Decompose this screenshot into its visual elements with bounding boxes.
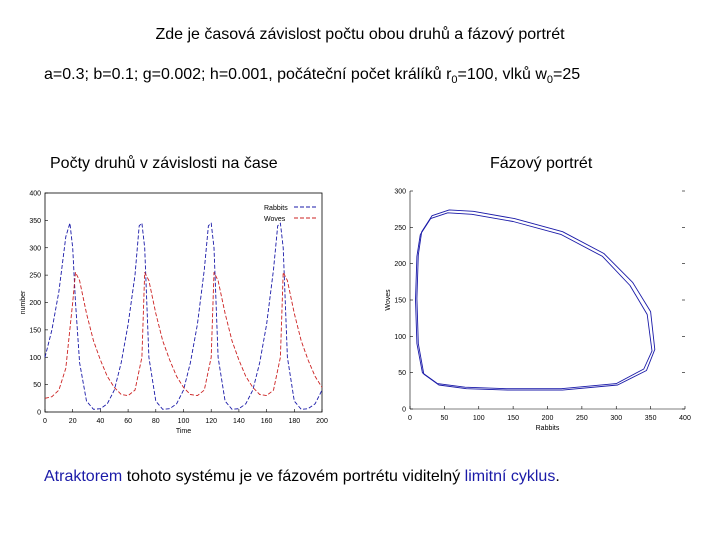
y-tick-label: 250 xyxy=(394,225,406,232)
w-subscript: 0 xyxy=(546,74,554,87)
y-tick-label: 0 xyxy=(402,407,406,414)
x-tick-label: 0 xyxy=(43,418,47,425)
x-tick-label: 200 xyxy=(316,418,328,425)
limit-cycle-word: limitní cyklus xyxy=(464,468,556,485)
y-tick-label: 400 xyxy=(29,191,41,198)
x-tick-label: 50 xyxy=(440,415,448,422)
x-tick-label: 180 xyxy=(288,418,300,425)
x-tick-label: 60 xyxy=(124,418,132,425)
x-tick-label: 200 xyxy=(542,415,554,422)
x-tick-label: 300 xyxy=(610,415,622,422)
x-tick-label: 120 xyxy=(205,418,217,425)
x-tick-label: 140 xyxy=(233,418,245,425)
x-axis-label: Time xyxy=(176,428,191,435)
y-tick-label: 0 xyxy=(37,410,41,417)
r-subscript: 0 xyxy=(451,74,458,87)
legend-label: Woves xyxy=(264,216,286,223)
x-tick-label: 80 xyxy=(152,418,160,425)
y-tick-label: 50 xyxy=(33,382,41,389)
y-tick-label: 50 xyxy=(398,370,406,377)
note-middle: tohoto systému je ve fázovém portrétu vi… xyxy=(122,468,465,485)
y-tick-label: 300 xyxy=(394,189,406,196)
series-line-0 xyxy=(44,222,323,410)
x-tick-label: 100 xyxy=(473,415,485,422)
phase-portrait-heading: Fázový portrét xyxy=(490,155,593,172)
legend-label: Rabbits xyxy=(264,205,288,212)
x-tick-label: 350 xyxy=(645,415,657,422)
parameters-line: a=0.3; b=0.1; g=0.002; h=0.001, počátečn… xyxy=(44,66,580,86)
x-tick-label: 400 xyxy=(679,415,691,422)
y-tick-label: 100 xyxy=(29,355,41,362)
y-tick-label: 250 xyxy=(29,273,41,280)
x-axis-label: Rabbits xyxy=(536,425,560,432)
x-tick-label: 160 xyxy=(261,418,273,425)
series-line-1 xyxy=(416,209,656,391)
series-line-0 xyxy=(415,212,653,390)
phase-portrait-chart: 0 50 100 150 200 250 300 350 400 0 50 100 150 200 250 3… xyxy=(385,189,691,433)
x-tick-label: 40 xyxy=(97,418,105,425)
y-axis-label: Woves xyxy=(385,289,392,311)
y-tick-label: 200 xyxy=(394,261,406,268)
time-plot-heading: Počty druhů v závislosti na čase xyxy=(50,155,278,172)
attractor-note: Atraktorem tohoto systému je ve fázovém … xyxy=(44,468,560,486)
x-tick-label: 20 xyxy=(69,418,77,425)
y-tick-label: 350 xyxy=(29,218,41,225)
params-text: a=0.3; b=0.1; g=0.002; h=0.001, počátečn… xyxy=(44,66,452,83)
params-r-value: =100, vlků w xyxy=(457,66,547,83)
series-line-1 xyxy=(44,271,323,399)
page-title: Zde je časová závislost počtu obou druhů… xyxy=(155,26,565,43)
y-tick-label: 100 xyxy=(394,334,406,341)
x-tick-label: 150 xyxy=(507,415,519,422)
y-tick-label: 150 xyxy=(29,327,41,334)
time-series-chart: 0 20 40 60 80 100 120 140 160 180 200 0 50 100 150 200 2… xyxy=(20,191,328,436)
y-tick-label: 200 xyxy=(29,300,41,307)
y-tick-label: 300 xyxy=(29,245,41,252)
note-end: . xyxy=(555,468,560,485)
y-axis-label: number xyxy=(20,290,27,314)
attractor-word: Atraktorem xyxy=(44,468,123,485)
x-tick-label: 0 xyxy=(408,415,412,422)
x-tick-label: 250 xyxy=(576,415,588,422)
params-w-value: =25 xyxy=(553,66,581,83)
y-tick-label: 150 xyxy=(394,298,406,305)
x-tick-label: 100 xyxy=(178,418,190,425)
